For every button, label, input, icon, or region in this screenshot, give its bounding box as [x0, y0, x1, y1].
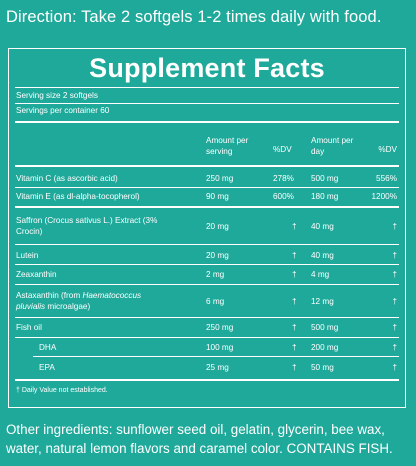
- header-bottom-rule: [15, 165, 399, 167]
- other-ingredients-text: Other ingredients: sunflower seed oil, g…: [6, 422, 393, 456]
- header-rule: [15, 121, 399, 123]
- row-amount-day: 40 mg: [311, 251, 334, 260]
- row-dv-serving: 278%: [273, 174, 294, 183]
- row-rule: [15, 264, 399, 265]
- row-amount-serving: 90 mg: [206, 192, 229, 201]
- header-dv-serving: %DV: [273, 145, 292, 154]
- row-dv-serving: †: [292, 363, 297, 372]
- row-amount-day: 40 mg: [311, 222, 334, 231]
- row-name: Zeaxanthin: [16, 270, 57, 279]
- row-rule: [15, 244, 399, 245]
- row-dv-serving: †: [292, 297, 297, 306]
- row-name-line-2: pluvialis microalgae): [16, 301, 90, 312]
- row-dv-serving: †: [292, 343, 297, 352]
- row-name: EPA: [39, 363, 55, 372]
- row-dv-day: †: [392, 343, 397, 352]
- row-amount-serving: 25 mg: [206, 363, 229, 372]
- directions-text: Direction: Take 2 softgels 1-2 times dai…: [6, 8, 382, 26]
- row-name-line-1: Astaxanthin (from Haematococcus: [16, 290, 141, 301]
- row-name-suffix: microalgae): [45, 302, 91, 311]
- row-name: DHA: [39, 343, 57, 352]
- row-name-italic: Haematococcus: [82, 291, 142, 300]
- row-name: Vitamin C (as ascorbic acid): [16, 174, 118, 183]
- row-name: Vitamin E (as dl-alpha-tocopherol): [16, 192, 140, 201]
- table-bottom-rule: [15, 379, 399, 381]
- row-name: Fish oil: [16, 323, 42, 332]
- row-amount-serving: 6 mg: [206, 297, 225, 306]
- row-dv-day: †: [392, 222, 397, 231]
- row-amount-serving: 100 mg: [206, 343, 234, 352]
- servings-per-container: Servings per container 60: [16, 106, 110, 115]
- row-name-italic: pluvialis: [16, 302, 46, 311]
- row-rule: [33, 356, 399, 357]
- header-amount-day: Amount per day: [311, 136, 354, 156]
- row-amount-serving: 250 mg: [206, 174, 234, 183]
- title-rule: [15, 87, 399, 88]
- row-amount-day: 4 mg: [311, 270, 330, 279]
- row-amount-serving: 2 mg: [206, 270, 225, 279]
- row-name: Saffron (Crocus sativus L.) Extract (3% …: [16, 216, 158, 236]
- footnote: † Daily Value not established.: [16, 387, 108, 394]
- row-amount-serving: 20 mg: [206, 251, 229, 260]
- row-rule: [15, 337, 399, 338]
- header-dv-day: %DV: [378, 145, 397, 154]
- supplement-facts-panel: Supplement Facts Serving size 2 softgels…: [8, 48, 406, 408]
- row-amount-day: 50 mg: [311, 363, 334, 372]
- row-dv-day: 556%: [376, 174, 397, 183]
- row-rule: [15, 187, 399, 188]
- row-dv-serving: 600%: [273, 192, 294, 201]
- vitamins-bottom-rule: [15, 206, 399, 208]
- row-rule: [15, 284, 399, 285]
- row-rule: [15, 317, 399, 318]
- row-dv-day: †: [392, 363, 397, 372]
- row-dv-serving: †: [292, 270, 297, 279]
- row-dv-serving: †: [292, 222, 297, 231]
- serving-size: Serving size 2 softgels: [16, 91, 98, 100]
- row-name: Lutein: [16, 251, 39, 260]
- row-dv-serving: †: [292, 251, 297, 260]
- header-amount-serving: Amount per serving: [206, 136, 249, 156]
- row-dv-serving: †: [292, 323, 297, 332]
- row-dv-day: †: [392, 251, 397, 260]
- row-dv-day: †: [392, 297, 397, 306]
- row-dv-day: †: [392, 270, 397, 279]
- row-amount-day: 12 mg: [311, 297, 334, 306]
- row-amount-day: 500 mg: [311, 323, 339, 332]
- panel-title: Supplement Facts: [89, 53, 325, 83]
- row-dv-day: †: [392, 323, 397, 332]
- row-amount-serving: 250 mg: [206, 323, 234, 332]
- row-dv-day: 1200%: [371, 192, 398, 201]
- serving-size-rule: [15, 103, 399, 104]
- row-amount-serving: 20 mg: [206, 222, 229, 231]
- row-amount-day: 180 mg: [311, 192, 339, 201]
- row-name-prefix: Astaxanthin (from: [16, 291, 83, 300]
- row-amount-day: 200 mg: [311, 343, 339, 352]
- row-amount-day: 500 mg: [311, 174, 339, 183]
